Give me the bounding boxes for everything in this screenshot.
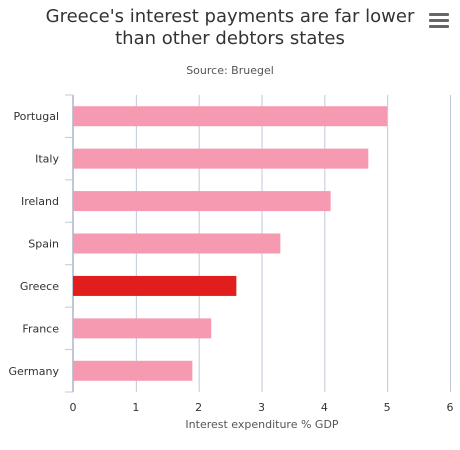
bar-greece[interactable]: [73, 275, 237, 296]
chart-subtitle: Source: Bruegel: [186, 64, 274, 77]
category-label-germany: Germany: [8, 365, 59, 378]
x-tick-label: 4: [321, 401, 328, 414]
value-axis: 0 1 2 3 4 5 6: [70, 401, 454, 414]
hamburger-menu-icon: [429, 13, 449, 16]
bar-germany[interactable]: [73, 360, 193, 381]
category-label-italy: Italy: [35, 153, 59, 166]
chart-menu-button[interactable]: [429, 13, 449, 29]
category-label-portugal: Portugal: [13, 110, 59, 123]
category-label-france: France: [22, 322, 59, 335]
x-tick-label: 6: [447, 401, 454, 414]
x-tick-label: 1: [132, 401, 139, 414]
bar-france[interactable]: [73, 318, 212, 339]
bar-portugal[interactable]: [73, 106, 388, 127]
category-axis: Portugal Italy Ireland Spain Greece France Ger…: [8, 94, 73, 393]
x-tick-label: 0: [70, 401, 77, 414]
bars: [73, 106, 388, 381]
category-label-greece: Greece: [20, 280, 59, 293]
bar-italy[interactable]: [73, 148, 369, 169]
bar-ireland[interactable]: [73, 191, 331, 212]
x-tick-label: 5: [384, 401, 391, 414]
chart-title: Greece's interest payments are far lower…: [30, 6, 430, 50]
x-tick-label: 3: [258, 401, 265, 414]
category-label-ireland: Ireland: [21, 195, 59, 208]
chart-title-line-2: than other debtors states: [115, 28, 345, 49]
category-label-spain: Spain: [28, 238, 59, 251]
hamburger-menu-icon-bar-3: [429, 25, 449, 28]
hamburger-menu-icon-bar-2: [429, 19, 449, 22]
x-tick-label: 2: [195, 401, 202, 414]
x-axis-title: Interest expenditure % GDP: [185, 418, 339, 431]
bar-spain[interactable]: [73, 233, 281, 254]
chart-title-line-1: Greece's interest payments are far lower: [45, 6, 415, 27]
